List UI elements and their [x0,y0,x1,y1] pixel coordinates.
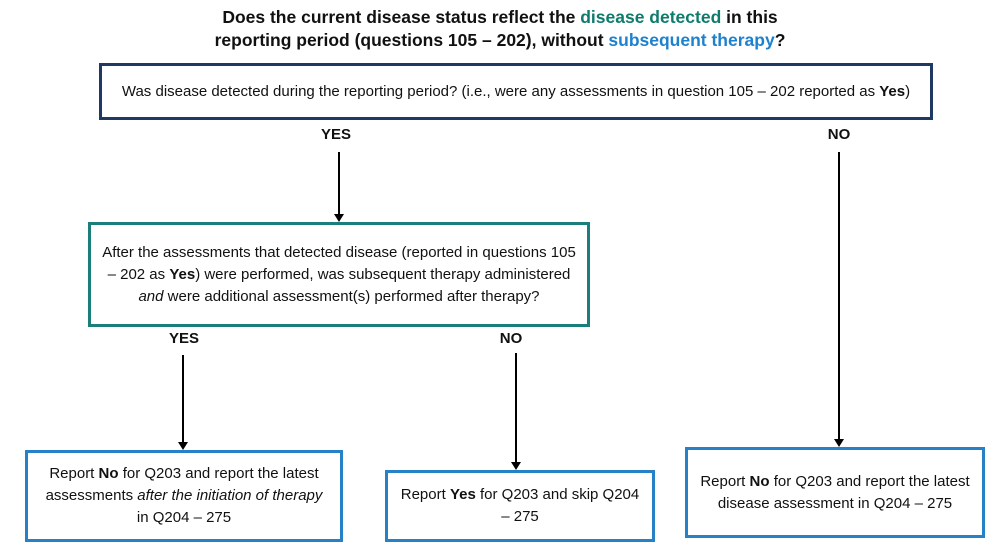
title-line1-highlight-teal: disease detected [580,7,722,27]
top-question-post: ) [905,82,911,100]
title-line1-pre: Does the current disease status reflect … [222,7,581,27]
page-title: Does the current disease status reflect … [0,6,1000,52]
outcome-box-middle: Report Yes for Q203 and skip Q204 – 275 [385,470,655,542]
top-question-bold-yes: Yes [879,82,906,100]
outcome-middle-text: Report Yes for Q203 and skip Q204 – 275 [388,482,652,530]
outcome-left-bold-no: No [98,465,119,482]
outcome-box-right: Report No for Q203 and report the latest… [685,447,985,538]
branch-label-no-1: NO [827,126,851,143]
outcome-right-bold-no: No [749,472,770,490]
outcome-middle-s2: for Q203 and skip Q204 – 275 [475,486,640,525]
top-question-pre: Was disease detected during the reportin… [121,82,880,100]
arrow-no-to-outcome-right [834,152,844,447]
mid-question-italic-and: and [138,287,164,305]
arrow-yes-to-outcome-left [178,355,188,450]
outcome-left-text: Report No for Q203 and report the latest… [28,461,340,531]
outcome-right-s2: for Q203 and report the latest disease a… [717,472,970,512]
top-question-box: Was disease detected during the reportin… [99,63,933,120]
title-line2-post: ? [774,30,786,50]
branch-label-yes-1: YES [320,126,351,143]
outcome-left-s3: in Q204 – 275 [136,509,232,526]
branch-label-no-2: NO [499,330,523,347]
title-line-1: Does the current disease status reflect … [0,6,1000,29]
title-line-2: reporting period (questions 105 – 202), … [0,29,1000,52]
mid-question-s2: ) were performed, was subsequent therapy… [195,265,571,283]
outcome-left-s2: for Q203 and report the latest assessmen… [45,465,319,504]
mid-question-s1: After the assessments that detected dise… [102,243,576,283]
outcome-middle-bold-yes: Yes [449,486,476,503]
title-line2-highlight-blue: subsequent therapy [608,30,775,50]
title-line1-post: in this [721,7,778,27]
arrow-no-to-outcome-middle [511,353,521,470]
mid-question-s3: were additional assessment(s) performed … [163,287,540,305]
outcome-right-s1: Report [700,472,750,490]
branch-label-yes-2: YES [168,330,199,347]
arrow-yes-to-mid-question [334,152,344,222]
mid-question-text: After the assessments that detected dise… [91,240,587,310]
top-question-text: Was disease detected during the reportin… [112,79,920,105]
outcome-middle-s1: Report [400,486,450,503]
outcome-right-text: Report No for Q203 and report the latest… [688,469,982,517]
outcome-left-italic: after the initiation of therapy [137,487,323,504]
outcome-box-left: Report No for Q203 and report the latest… [25,450,343,542]
mid-question-bold-yes: Yes [169,265,196,283]
mid-question-box: After the assessments that detected dise… [88,222,590,327]
title-line2-pre: reporting period (questions 105 – 202), … [214,30,609,50]
outcome-left-s1: Report [49,465,99,482]
